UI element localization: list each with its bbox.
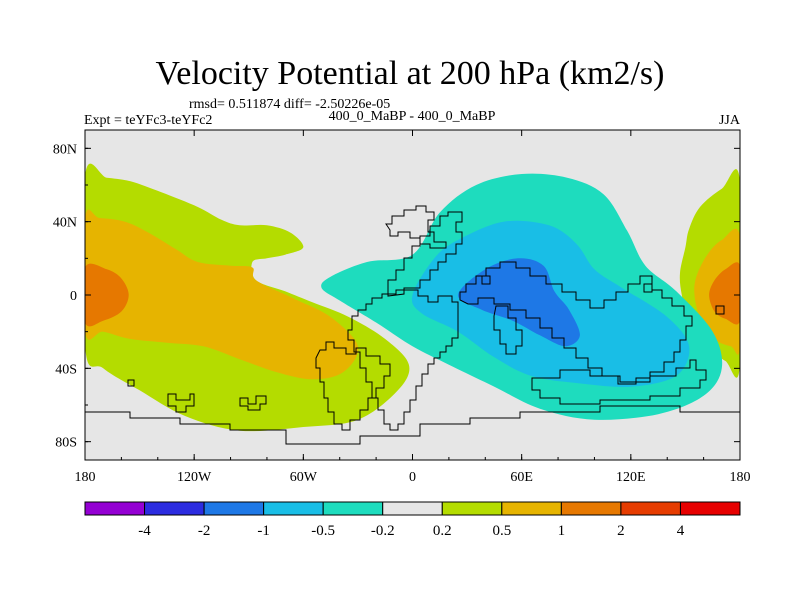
stats-line: rmsd= 0.511874 diff= -2.50226e-05 <box>189 97 390 112</box>
colorbar-label: -0.2 <box>371 523 395 539</box>
contour-fills <box>85 163 740 432</box>
colorbar-label: -4 <box>138 523 151 539</box>
x-tick-label: 0 <box>409 470 416 485</box>
colorbar-label: -2 <box>198 523 211 539</box>
colorbar: -4 -2 -1 -0.5 -0.2 0.2 0.5 1 2 4 <box>84 501 741 539</box>
coastline-north-america-east <box>239 395 267 411</box>
y-tick-label: 0 <box>70 289 77 304</box>
colorbar-swatch <box>679 501 741 516</box>
experiment-label: Expt = teYFc3-teYFc2 <box>84 113 212 128</box>
colorbar-label: -1 <box>257 523 270 539</box>
colorbar-label: 1 <box>558 523 566 539</box>
colorbar-swatch <box>620 501 681 516</box>
coastline-antarctica <box>85 405 740 445</box>
coastline-gulf <box>167 393 195 413</box>
x-tick-label: 60W <box>290 470 318 485</box>
coastline-australia <box>531 359 707 405</box>
season-label: JJA <box>719 113 741 128</box>
colorbar-swatch <box>382 501 443 516</box>
coastline-outlines <box>85 205 740 445</box>
coastline-arabia-india <box>493 305 523 355</box>
colorbar-label: 4 <box>677 523 685 539</box>
x-tick-label: 180 <box>730 470 751 485</box>
colorbar-label: 0.5 <box>492 523 511 539</box>
contour-region-indian-ocean-negative-1-2 <box>457 258 580 347</box>
coastline-asia <box>459 261 693 385</box>
y-axis-ticks: 80N 40N 0 40S 80S <box>53 142 740 451</box>
coastline-south-america <box>315 341 391 431</box>
contour-region-west-pacific-positive-1-2 <box>85 263 129 327</box>
colorbar-swatch <box>560 501 622 516</box>
chart-title: Velocity Potential at 200 hPa (km2/s) <box>156 55 665 92</box>
x-tick-label: 120E <box>616 470 646 485</box>
y-tick-label: 40S <box>55 362 77 377</box>
colorbar-label: 0.2 <box>433 523 452 539</box>
coastline-africa <box>347 289 459 431</box>
colorbar-swatch <box>203 501 265 516</box>
coastline-europe <box>387 211 463 297</box>
x-axis-ticks: 180 120W 60W 0 60E 120E 180 <box>75 130 751 485</box>
coastline-pacific-islands <box>481 275 725 315</box>
coastline-isthmus <box>127 379 135 387</box>
colorbar-swatch <box>501 501 562 516</box>
colorbar-swatch <box>84 501 146 516</box>
colorbar-swatch <box>263 501 324 516</box>
x-tick-label: 60E <box>510 470 533 485</box>
case-label: 400_0_MaBP - 400_0_MaBP <box>329 109 496 124</box>
contour-region-west-pacific-positive-0.5-1 <box>85 209 359 380</box>
colorbar-label: -0.5 <box>311 523 335 539</box>
x-tick-label: 180 <box>75 470 96 485</box>
coastline-greenland <box>385 205 447 249</box>
y-tick-label: 40N <box>53 216 77 231</box>
x-tick-label: 120W <box>177 470 212 485</box>
colorbar-label: 2 <box>617 523 625 539</box>
y-tick-label: 80S <box>55 436 77 451</box>
colorbar-swatch <box>322 501 384 516</box>
y-tick-label: 80N <box>53 142 77 157</box>
colorbar-swatch <box>144 501 205 516</box>
contour-region-east-pacific-positive-1-2 <box>709 262 740 325</box>
colorbar-swatch <box>441 501 503 516</box>
